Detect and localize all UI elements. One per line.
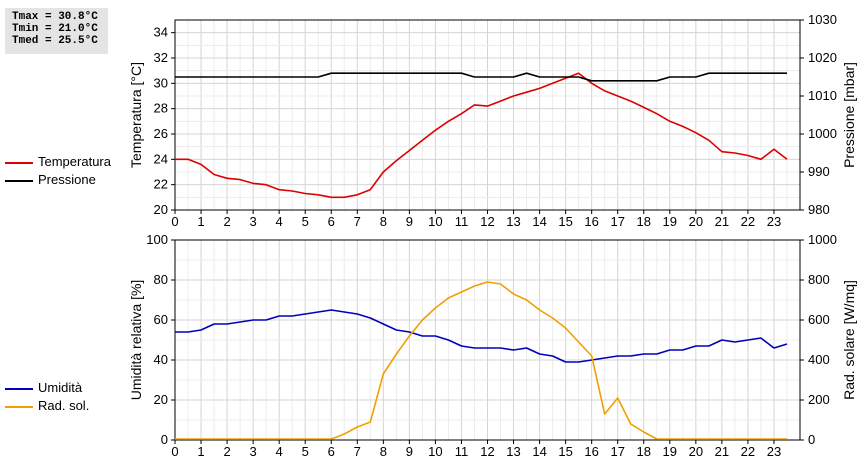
y-tick-label: 34 <box>154 25 168 40</box>
x-tick-label: 0 <box>171 214 178 229</box>
x-tick-label: 15 <box>558 214 572 229</box>
x-tick-label: 12 <box>480 444 494 459</box>
x-tick-label: 11 <box>455 444 469 459</box>
y-axis-label: Umidità relativa [%] <box>128 280 144 401</box>
legend-swatch-pressione <box>5 180 33 182</box>
x-tick-label: 10 <box>428 444 442 459</box>
y-tick-label: 20 <box>154 202 168 217</box>
series-line-umidit <box>175 309 788 363</box>
x-tick-label: 17 <box>610 214 624 229</box>
x-tick-label: 14 <box>532 214 546 229</box>
x-tick-label: 6 <box>328 214 335 229</box>
x-tick-label: 5 <box>302 444 309 459</box>
x-tick-label: 13 <box>506 214 520 229</box>
x-tick-label: 6 <box>328 444 335 459</box>
x-tick-label: 16 <box>584 214 598 229</box>
y-tick-label: 22 <box>154 177 168 192</box>
x-tick-label: 9 <box>406 444 413 459</box>
legend-label-pressione: Pressione <box>38 172 96 187</box>
y-tick-label: 26 <box>154 126 168 141</box>
y2-tick-label: 990 <box>808 164 830 179</box>
x-tick-label: 15 <box>558 444 572 459</box>
y2-tick-label: 1000 <box>808 232 837 247</box>
tmax-stat: Tmax = 30.8°C <box>12 11 98 23</box>
legend-label-temperatura: Temperatura <box>38 154 111 169</box>
x-tick-label: 17 <box>610 444 624 459</box>
y2-tick-label: 200 <box>808 392 830 407</box>
x-tick-label: 14 <box>532 444 546 459</box>
x-tick-label: 13 <box>506 444 520 459</box>
y-tick-label: 28 <box>154 101 168 116</box>
y-tick-label: 24 <box>154 151 168 166</box>
series-line-pressione <box>175 72 787 82</box>
tmin-stat: Tmin = 21.0°C <box>12 23 98 35</box>
y2-tick-label: 1020 <box>808 50 837 65</box>
x-tick-label: 8 <box>380 444 387 459</box>
y-tick-label: 80 <box>154 272 168 287</box>
y-tick-label: 20 <box>154 392 168 407</box>
x-tick-label: 7 <box>354 444 361 459</box>
y-tick-label: 30 <box>154 75 168 90</box>
x-tick-label: 12 <box>480 214 494 229</box>
x-tick-label: 3 <box>250 444 257 459</box>
x-tick-label: 20 <box>689 214 703 229</box>
x-tick-label: 1 <box>197 214 204 229</box>
legend-swatch-temperatura <box>5 162 33 164</box>
x-tick-label: 21 <box>715 444 729 459</box>
x-tick-label: 23 <box>767 214 781 229</box>
y2-axis-label: Pressione [mbar] <box>841 62 857 168</box>
y2-tick-label: 600 <box>808 312 830 327</box>
x-tick-label: 22 <box>741 214 755 229</box>
tmed-stat: Tmed = 25.5°C <box>12 35 98 47</box>
y2-tick-label: 800 <box>808 272 830 287</box>
y-tick-label: 60 <box>154 312 168 327</box>
y2-tick-label: 980 <box>808 202 830 217</box>
legend-label-radsol: Rad. sol. <box>38 398 90 413</box>
x-tick-label: 16 <box>584 444 598 459</box>
y2-tick-label: 0 <box>808 432 815 447</box>
series-line-rad-sol <box>175 281 787 440</box>
x-tick-label: 11 <box>455 214 469 229</box>
x-tick-label: 18 <box>637 444 651 459</box>
y2-tick-label: 1030 <box>808 12 837 27</box>
x-tick-label: 2 <box>223 214 230 229</box>
x-tick-label: 5 <box>302 214 309 229</box>
y2-tick-label: 400 <box>808 352 830 367</box>
legend-swatch-umidita <box>5 388 33 390</box>
y-tick-label: 0 <box>161 432 168 447</box>
x-tick-label: 10 <box>428 214 442 229</box>
x-tick-label: 0 <box>171 444 178 459</box>
x-tick-label: 4 <box>276 214 283 229</box>
x-tick-label: 4 <box>276 444 283 459</box>
y2-axis-label: Rad. solare [W/mq] <box>841 280 857 400</box>
x-tick-label: 22 <box>741 444 755 459</box>
y2-tick-label: 1000 <box>808 126 837 141</box>
x-tick-label: 23 <box>767 444 781 459</box>
y-tick-label: 100 <box>146 232 168 247</box>
stats-box: Tmax = 30.8°C Tmin = 21.0°C Tmed = 25.5°… <box>5 8 108 54</box>
x-tick-label: 2 <box>223 444 230 459</box>
x-tick-label: 8 <box>380 214 387 229</box>
x-tick-label: 9 <box>406 214 413 229</box>
x-tick-label: 20 <box>689 444 703 459</box>
y-tick-label: 40 <box>154 352 168 367</box>
y2-tick-label: 1010 <box>808 88 837 103</box>
x-tick-label: 19 <box>663 444 677 459</box>
x-tick-label: 19 <box>663 214 677 229</box>
x-tick-label: 1 <box>197 444 204 459</box>
legend-swatch-radsol <box>5 406 33 408</box>
legend-label-umidita: Umidità <box>38 380 83 395</box>
x-tick-label: 21 <box>715 214 729 229</box>
x-tick-label: 3 <box>250 214 257 229</box>
x-tick-label: 7 <box>354 214 361 229</box>
series-line-temperatura <box>175 72 788 199</box>
x-tick-label: 18 <box>637 214 651 229</box>
y-tick-label: 32 <box>154 50 168 65</box>
y-axis-label: Temperatura [°C] <box>128 62 144 168</box>
